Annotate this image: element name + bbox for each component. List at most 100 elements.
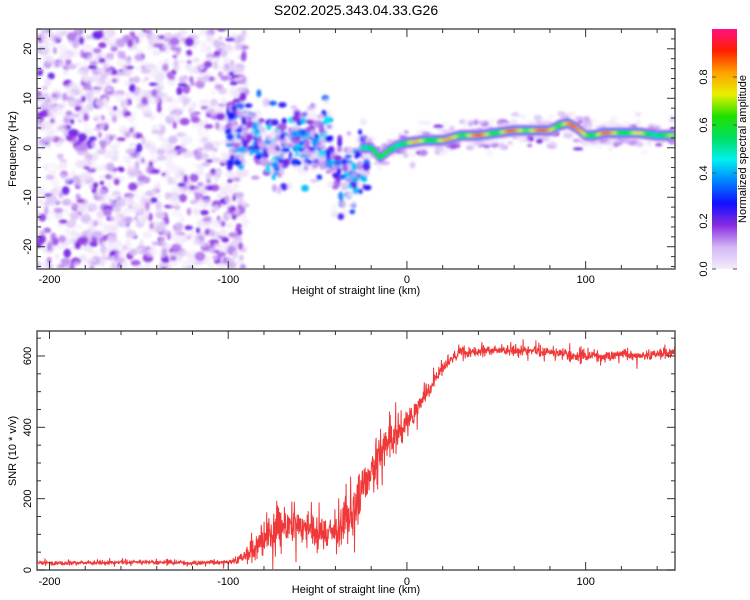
spectrogram-noise-cell: [236, 54, 242, 59]
spectrogram-noise-cell: [126, 59, 132, 66]
spectrogram-noise-cell: [179, 117, 190, 126]
spectrogram-noise-cell: [55, 142, 61, 148]
spectrogram-halo-cell: [441, 121, 451, 126]
spectrogram-noise-cell: [168, 96, 174, 105]
spectrogram-scatter-cell: [239, 94, 245, 101]
spectrogram-noise-cell: [198, 177, 203, 185]
spectrogram-noise-cell: [226, 170, 234, 179]
spectrogram-halo-cell: [380, 161, 391, 166]
spectrogram-noise-cell: [216, 251, 227, 257]
spectrogram-halo-cell: [607, 146, 614, 153]
spectrogram-noise-cell: [60, 258, 71, 265]
spectrogram-noise-cell: [114, 93, 124, 102]
spectrogram-scatter-cell: [284, 158, 291, 166]
spectrogram-scatter-cell: [291, 115, 300, 123]
spectrogram-noise-cell: [114, 140, 122, 146]
spectrogram-scatter-cell: [349, 181, 357, 187]
spectrogram-noise-cell: [123, 91, 134, 101]
spectrogram-noise-cell: [88, 96, 99, 101]
colorbar-tick-label: 0.8: [698, 69, 710, 84]
spectrogram-noise-cell: [218, 186, 223, 196]
spectrogram-scatter-cell: [330, 167, 336, 172]
spectrogram-halo-cell: [655, 142, 663, 147]
spectrogram-scatter-cell: [341, 200, 346, 209]
spectrogram-noise-cell: [103, 223, 113, 233]
spectrogram-noise-cell: [172, 168, 179, 175]
spectrogram-halo-cell: [668, 117, 675, 124]
spectrogram-halo-cell: [610, 115, 618, 121]
spectrogram-scatter-cell: [286, 182, 294, 190]
y-tick-label: 600: [22, 347, 34, 365]
spectrogram-noise-cell: [44, 43, 49, 53]
x-tick-label: 100: [576, 576, 594, 588]
spectrogram-noise-cell: [43, 261, 49, 269]
spectrogram-noise-cell: [49, 96, 58, 103]
spectrogram-noise-cell: [82, 172, 93, 181]
spectrogram-halo-cell: [487, 118, 495, 124]
spectrogram-noise-cell: [65, 219, 77, 228]
spectrogram-noise-cell: [168, 251, 179, 257]
spectrogram-noise-cell: [206, 221, 211, 230]
spectrogram-halo-cell: [533, 114, 543, 121]
spectrogram-noise-cell: [220, 204, 229, 209]
spectrogram-noise-cell: [226, 257, 231, 262]
spectrogram-frame: [36, 28, 676, 270]
spectrogram-noise-cell: [66, 90, 76, 98]
spectrogram-noise-cell: [47, 242, 52, 252]
spectrogram-noise-cell: [199, 29, 205, 35]
spectrogram-noise-cell: [78, 36, 85, 45]
spectrogram-scatter-cell: [301, 184, 309, 192]
x-tick-label: -100: [217, 576, 239, 588]
spectrogram-halo-cell: [634, 111, 642, 117]
spectrogram-noise-cell: [37, 185, 47, 191]
spectrogram-noise-cell: [122, 64, 127, 74]
spectrogram-noise-cell: [201, 198, 213, 207]
spectrogram-noise-cell: [195, 80, 205, 89]
spectrogram-halo-cell: [603, 140, 615, 146]
spectrogram-noise-cell: [235, 223, 243, 229]
spectrogram-halo-cell: [403, 130, 409, 134]
spectrogram-scatter-cell: [226, 133, 234, 141]
spectrogram-noise-cell: [220, 49, 228, 58]
spectrogram-noise-cell: [197, 131, 205, 137]
spectrogram-noise-cell: [121, 50, 126, 60]
spectrogram-noise-cell: [172, 121, 177, 129]
spectrogram-scatter-cell: [291, 158, 300, 167]
spectrogram-noise-cell: [156, 104, 162, 113]
spectrogram-noise-cell: [124, 131, 131, 138]
spectrogram-scatter-cell: [266, 124, 272, 131]
spectrogram-scatter-cell: [253, 115, 260, 124]
spectrogram-noise-cell: [234, 43, 243, 50]
spectrogram-halo-cell: [486, 151, 495, 157]
spectrogram-noise-cell: [58, 235, 66, 243]
spectrogram-noise-cell: [240, 53, 247, 62]
spectrogram-halo-cell: [657, 123, 664, 128]
spectrogram-noise-cell: [66, 32, 77, 41]
spectrogram-noise-cell: [114, 113, 125, 119]
x-tick-label: -200: [38, 274, 60, 286]
spectrogram-noise-cell: [111, 50, 117, 55]
y-tick-label: -10: [22, 189, 34, 205]
spectrogram-noise-cell: [113, 178, 120, 186]
spectrogram-noise-cell: [101, 240, 106, 247]
spectrogram-noise-cell: [105, 105, 114, 110]
spectrogram-noise-cell: [64, 228, 71, 235]
spectrogram-noise-cell: [177, 60, 186, 64]
spectrogram-noise-cell: [103, 208, 112, 217]
spectrogram-scatter-cell: [227, 111, 236, 121]
spectrogram-noise-cell: [162, 63, 169, 72]
spectrogram-trace-outer: [675, 129, 681, 141]
x-tick-label: 0: [404, 576, 410, 588]
spectrogram-noise-cell: [58, 160, 68, 170]
spectrogram-halo-cell: [476, 121, 486, 125]
spectrogram-noise-cell: [203, 60, 213, 68]
spectrogram-noise-cell: [67, 63, 77, 70]
y-tick-label: -20: [22, 239, 34, 255]
spectrogram-noise-cell: [240, 169, 250, 178]
spectrogram-noise-cell: [192, 65, 198, 75]
spectrogram-noise-cell: [96, 220, 101, 226]
spectrogram-noise-cell: [151, 129, 161, 135]
spectrogram-scatter-cell: [331, 184, 339, 190]
spectrogram-noise-cell: [62, 64, 70, 71]
spectrogram-scatter-cell: [291, 164, 299, 170]
